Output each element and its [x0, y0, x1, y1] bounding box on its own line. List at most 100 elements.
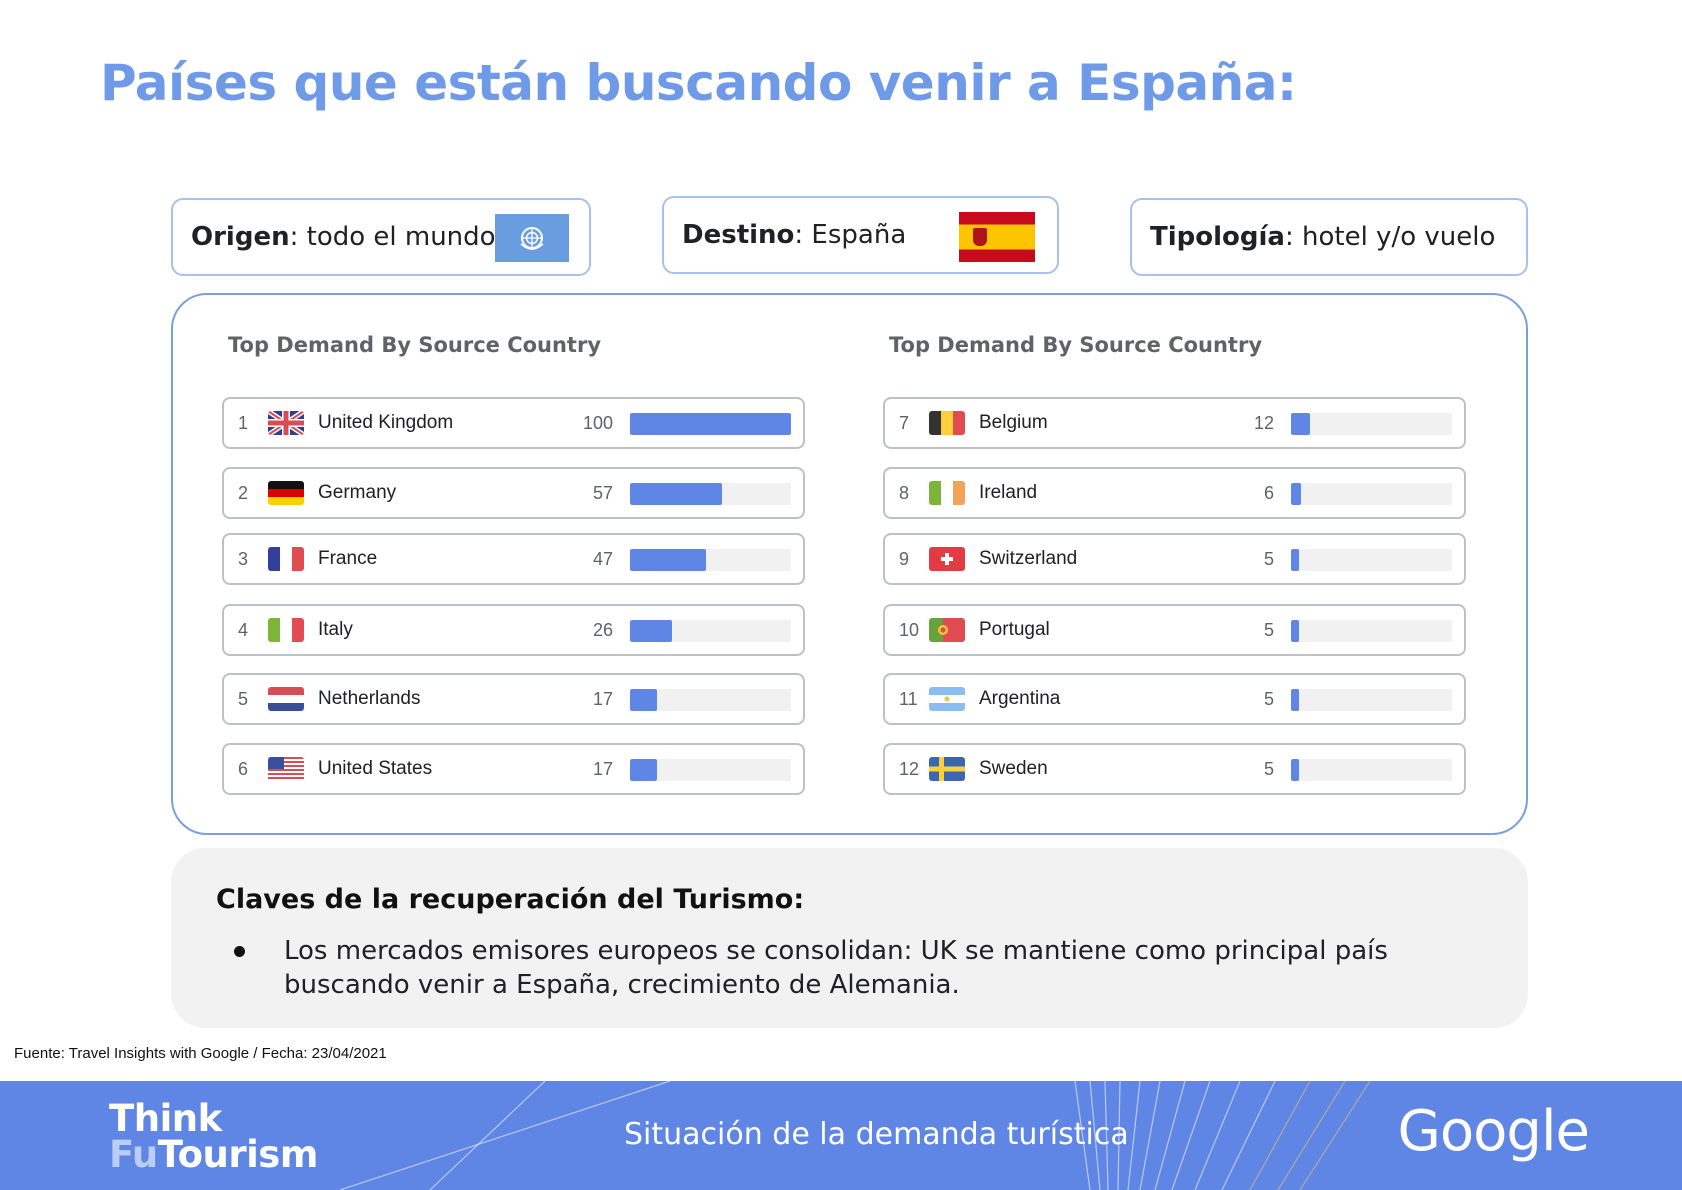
row-value: 5: [1263, 759, 1274, 779]
table-row: 8 Ireland 6: [883, 467, 1466, 519]
bar-track: [1291, 759, 1452, 781]
belgium-flag-icon: [929, 411, 965, 435]
row-country: Portugal: [979, 619, 1050, 640]
bar: [630, 413, 791, 435]
row-rank: 10: [899, 620, 920, 640]
italy-flag-icon: [268, 618, 304, 642]
portugal-flag-icon: [929, 618, 965, 642]
destination-label: Destino: [682, 220, 795, 250]
key-point-bullet: Los mercados emisores europeos se consol…: [234, 934, 1414, 1002]
typology-label: Tipología: [1150, 222, 1285, 252]
origin-label: Origen: [191, 222, 290, 252]
row-rank: 3: [238, 549, 249, 569]
page-title: Países que están buscando venir a España…: [100, 54, 1297, 112]
argentina-flag-icon: [929, 687, 965, 711]
usa-flag-icon: [268, 757, 304, 781]
row-country: Belgium: [979, 412, 1048, 433]
sweden-flag-icon: [929, 757, 965, 781]
bar-track: [1291, 549, 1452, 571]
bar: [630, 549, 706, 571]
bar-track: [630, 759, 791, 781]
demand-panel: Top Demand By Source Country Top Demand …: [171, 293, 1528, 835]
germany-flag-icon: [268, 481, 304, 505]
row-value: 26: [592, 620, 613, 640]
uk-flag-icon: [268, 411, 304, 435]
bar: [1291, 689, 1300, 711]
row-rank: 11: [899, 689, 918, 709]
bar-track: [1291, 689, 1452, 711]
table-row: 12 Sweden 5: [883, 743, 1466, 795]
table-row: 5 Netherlands 17: [222, 673, 805, 725]
row-rank: 2: [238, 483, 249, 503]
row-value: 6: [1263, 483, 1274, 503]
bar: [630, 620, 672, 642]
bar-track: [1291, 483, 1452, 505]
bar-track: [630, 413, 791, 435]
row-country: Sweden: [979, 758, 1048, 779]
row-rank: 5: [238, 689, 249, 709]
row-value: 17: [592, 759, 613, 779]
decorative-lines: [339, 1081, 1371, 1190]
row-rank: 4: [238, 620, 249, 640]
row-country: Germany: [318, 482, 397, 503]
row-rank: 7: [899, 413, 910, 433]
right-column-title: Top Demand By Source Country: [889, 333, 1263, 357]
key-point-text: Los mercados emisores europeos se consol…: [284, 936, 1388, 1000]
row-country: Netherlands: [318, 688, 421, 709]
row-value: 12: [1253, 413, 1274, 433]
ireland-flag-icon: [929, 481, 965, 505]
bar-track: [630, 483, 791, 505]
origin-value: : todo el mundo: [289, 222, 496, 252]
bar-track: [630, 549, 791, 571]
google-logo: Google: [1397, 1099, 1590, 1164]
switzerland-flag-icon: [929, 547, 965, 571]
netherlands-flag-icon: [268, 687, 304, 711]
bar: [1291, 549, 1300, 571]
think-futourism-logo: Think FuTourism: [109, 1097, 318, 1176]
row-rank: 1: [238, 413, 249, 433]
bar: [630, 759, 658, 781]
table-row: 7 Belgium 12: [883, 397, 1466, 449]
row-country: Ireland: [979, 482, 1038, 503]
bar-track: [630, 689, 791, 711]
row-country: Italy: [318, 619, 353, 640]
origin-filter: Origen: todo el mundo: [171, 198, 591, 276]
typology-filter: Tipología: hotel y/o vuelo: [1130, 198, 1528, 276]
row-country: United Kingdom: [318, 412, 454, 433]
un-flag-icon: [495, 214, 569, 262]
row-value: 5: [1263, 549, 1274, 569]
row-country: France: [318, 548, 378, 569]
row-value: 5: [1263, 620, 1274, 640]
footer-bar: Think FuTourism Situación de la demanda …: [0, 1081, 1682, 1190]
typology-value: : hotel y/o vuelo: [1284, 222, 1496, 252]
bar-track: [1291, 413, 1452, 435]
row-country: Argentina: [979, 688, 1061, 709]
table-row: 6 United States 17: [222, 743, 805, 795]
destination-filter: Destino: España: [662, 196, 1059, 274]
table-row: 9 Switzerland 5: [883, 533, 1466, 585]
table-row: 4 Italy 26: [222, 604, 805, 656]
table-row: 1 United Kingdom 100: [222, 397, 805, 449]
bar: [630, 689, 658, 711]
table-row: 11 Argentina 5: [883, 673, 1466, 725]
row-rank: 6: [238, 759, 249, 779]
row-rank: 8: [899, 483, 910, 503]
row-country: United States: [318, 758, 433, 779]
bar: [1291, 620, 1300, 642]
destination-value: : España: [794, 220, 907, 250]
bar: [1291, 413, 1311, 435]
row-country: Switzerland: [979, 548, 1078, 569]
row-value: 17: [592, 689, 613, 709]
row-value: 5: [1263, 689, 1274, 709]
row-value: 47: [592, 549, 613, 569]
bar-track: [630, 620, 791, 642]
row-rank: 9: [899, 549, 910, 569]
row-rank: 12: [899, 759, 920, 779]
bullet-icon: [234, 946, 245, 957]
row-value: 57: [592, 483, 613, 503]
bar: [1291, 759, 1300, 781]
source-note: Fuente: Travel Insights with Google / Fe…: [14, 1045, 387, 1062]
bar: [630, 483, 722, 505]
key-points-box: Claves de la recuperación del Turismo: L…: [171, 848, 1528, 1028]
footer-caption: Situación de la demanda turística: [624, 1117, 1129, 1152]
